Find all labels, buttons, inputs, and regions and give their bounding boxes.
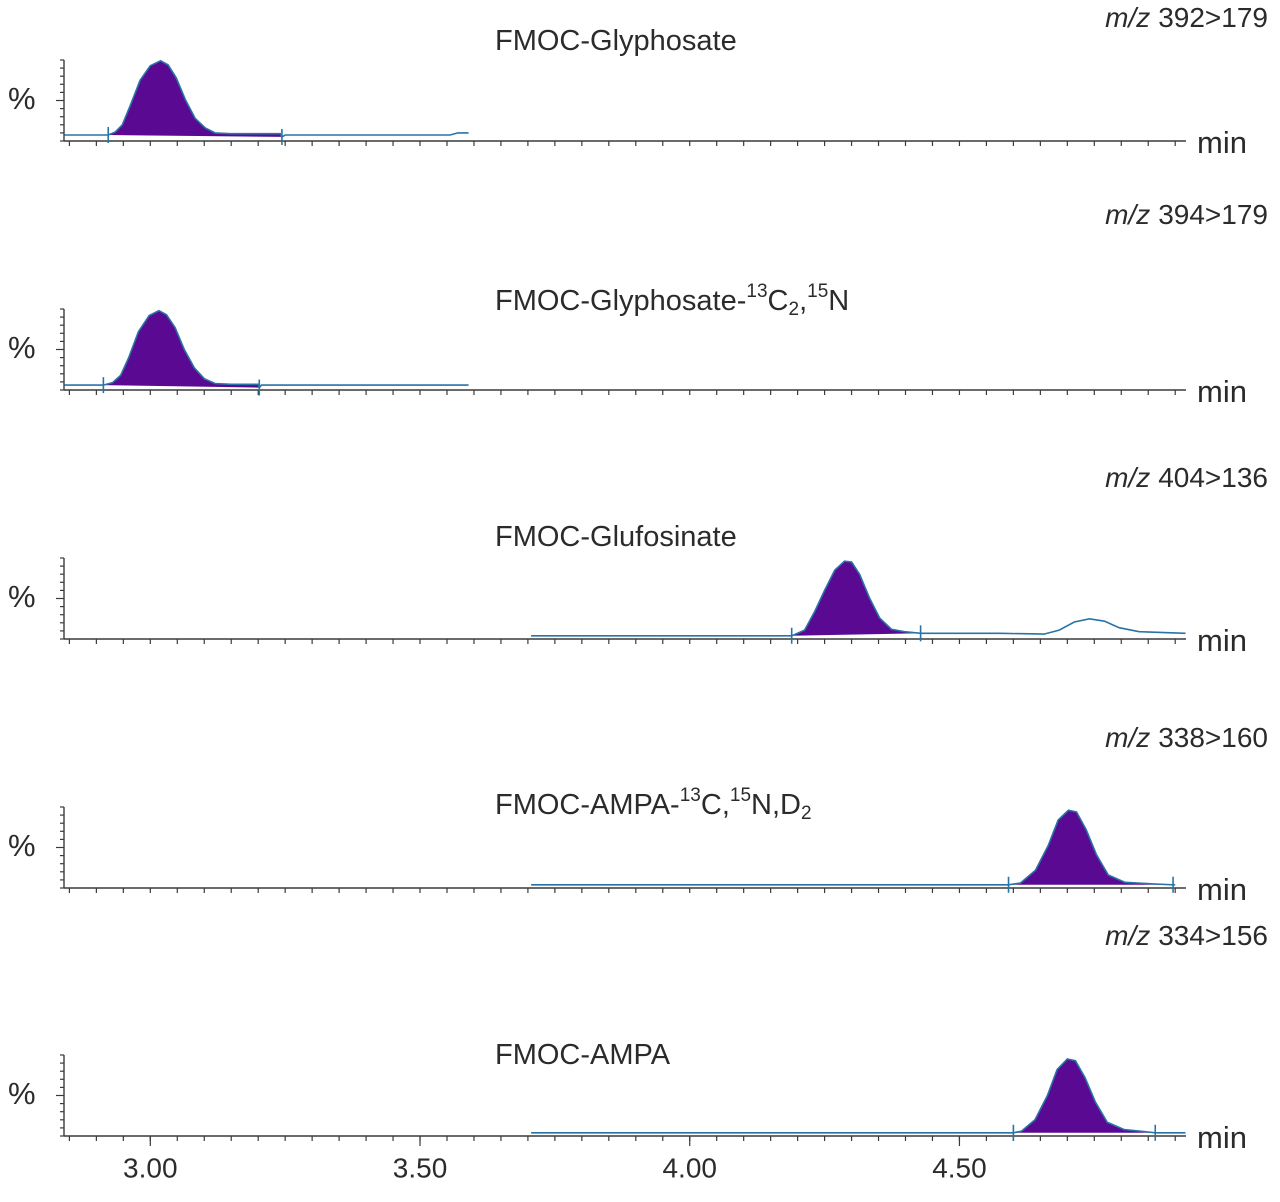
- title-part: 15: [807, 281, 828, 302]
- transition: 338>160: [1158, 722, 1268, 753]
- peak-fill: [103, 310, 260, 388]
- x-tick-label: 4.00: [662, 1152, 717, 1183]
- x-axis-label: min: [1197, 125, 1247, 160]
- x-axis-label: min: [1197, 872, 1247, 907]
- compound-title: FMOC-Glyphosate: [495, 25, 737, 57]
- title-part: ,: [799, 285, 807, 317]
- title-part: FMOC-Glyphosate-: [495, 285, 746, 317]
- mz-prefix: m/z: [1105, 722, 1150, 753]
- mz-prefix: m/z: [1105, 2, 1150, 33]
- compound-title: FMOC-AMPA-13C,15N,D2: [495, 785, 812, 824]
- title-part: 2: [801, 803, 812, 824]
- title-part: 15: [730, 785, 751, 806]
- peak-fill: [108, 60, 282, 137]
- panel: 3.00 3.50 4.00 4.50% min m/z 334>156 FMOC-AMPA: [8, 920, 1268, 1183]
- mz-prefix: m/z: [1105, 920, 1150, 951]
- mz-prefix: m/z: [1105, 199, 1150, 230]
- peak-fill: [1013, 1059, 1156, 1133]
- compound-title: FMOC-Glyphosate-13C2,15N: [495, 281, 849, 320]
- panel: % min m/z 338>160 FMOC-AMPA-13C,15N,D2: [8, 722, 1268, 907]
- title-part: C,: [701, 789, 730, 821]
- compound-title: FMOC-Glufosinate: [495, 521, 737, 553]
- x-tick-label: 4.50: [932, 1152, 987, 1183]
- transition: 404>136: [1158, 462, 1268, 493]
- title-part: FMOC-Glyphosate: [495, 25, 737, 57]
- title-part: C: [768, 285, 789, 317]
- transition-label: m/z 392>179: [1105, 2, 1268, 33]
- trace: [531, 1058, 1186, 1134]
- peak-fill: [1008, 810, 1174, 885]
- transition-label: m/z 338>160: [1105, 722, 1268, 753]
- y-axis-label: %: [8, 579, 36, 614]
- transition-label: m/z 394>179: [1105, 199, 1268, 230]
- trace: [64, 309, 469, 390]
- x-tick-label: 3.50: [393, 1152, 448, 1183]
- trace: [64, 59, 469, 139]
- mz-prefix: m/z: [1105, 462, 1150, 493]
- title-part: N: [828, 285, 849, 317]
- x-axis-label: min: [1197, 623, 1247, 658]
- y-axis-label: %: [8, 81, 36, 116]
- transition-label: m/z 404>136: [1105, 462, 1268, 493]
- y-axis-label: %: [8, 828, 36, 863]
- x-tick-label: 3.00: [123, 1152, 178, 1183]
- panel: % min m/z 392>179 FMOC-Glyphosate: [8, 2, 1268, 160]
- transition: 394>179: [1158, 199, 1268, 230]
- title-part: FMOC-Glufosinate: [495, 521, 737, 553]
- transition-label: m/z 334>156: [1105, 920, 1268, 951]
- trace: [531, 560, 1186, 637]
- title-part: FMOC-AMPA: [495, 1039, 671, 1071]
- x-axis-label: min: [1197, 374, 1247, 409]
- transition: 334>156: [1158, 920, 1268, 951]
- panel: % min m/z 394>179 FMOC-Glyphosate-13C2,15N: [8, 199, 1268, 409]
- y-axis-label: %: [8, 330, 36, 365]
- compound-title: FMOC-AMPA: [495, 1039, 671, 1071]
- transition: 392>179: [1158, 2, 1268, 33]
- title-part: 13: [746, 281, 767, 302]
- trace: [531, 809, 1176, 886]
- x-axis-label: min: [1197, 1120, 1247, 1155]
- peak-fill: [791, 561, 921, 636]
- panel: % min m/z 404>136 FMOC-Glufosinate: [8, 462, 1268, 658]
- title-part: N,D: [751, 789, 801, 821]
- title-part: 13: [680, 785, 701, 806]
- title-part: FMOC-AMPA-: [495, 789, 680, 821]
- y-axis-label: %: [8, 1076, 36, 1111]
- title-part: 2: [788, 299, 799, 320]
